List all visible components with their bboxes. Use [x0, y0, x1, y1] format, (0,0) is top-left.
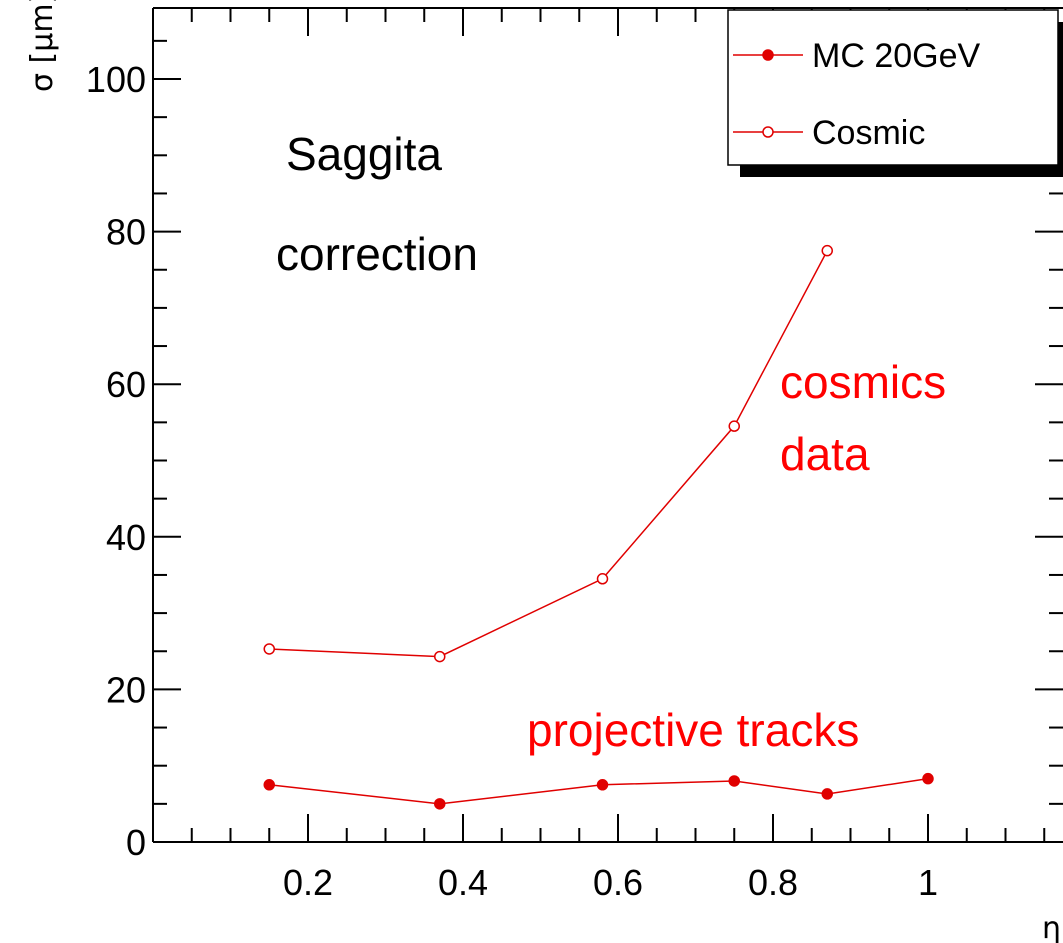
- mc-point: [434, 798, 446, 810]
- y-axis-label: σ [μm]: [25, 0, 60, 92]
- annotation-cosmics: cosmics: [780, 356, 946, 408]
- x-tick-label: 0.8: [748, 862, 798, 903]
- mc-point: [263, 779, 275, 791]
- x-axis-label: η: [1042, 911, 1061, 943]
- y-tick-label: 60: [106, 364, 146, 405]
- cosmic-point: [596, 573, 609, 585]
- legend-label-cosmic: Cosmic: [812, 114, 925, 152]
- series-line-0: [269, 777, 929, 805]
- mc-point: [922, 772, 934, 785]
- annotation-projective-tracks: projective tracks: [527, 704, 859, 756]
- x-tick-label: 0.4: [438, 862, 488, 903]
- y-tick-label: 40: [106, 517, 146, 558]
- y-tick-label: 80: [106, 212, 146, 253]
- cosmic-point: [821, 244, 833, 257]
- legend: MC 20GeV Cosmic: [727, 9, 1063, 177]
- annotation-data: data: [780, 428, 870, 480]
- mc-point: [596, 779, 609, 791]
- y-tick-label: 20: [106, 669, 146, 710]
- y-tick-label: 100: [86, 59, 146, 100]
- x-tick-label: 1: [918, 862, 938, 903]
- mc-point: [728, 775, 740, 787]
- series: [263, 244, 934, 810]
- legend-label-mc: MC 20GeV: [812, 37, 980, 75]
- x-tick-label: 0.2: [283, 862, 333, 903]
- cosmic-point: [728, 420, 740, 432]
- cosmic-point: [434, 650, 446, 663]
- mc-point: [821, 788, 833, 800]
- legend-box: [727, 9, 1059, 166]
- cosmic-point: [263, 643, 275, 655]
- legend-marker-mc: [762, 49, 774, 61]
- annotation-saggita: Saggita: [286, 128, 442, 180]
- annotation-correction: correction: [276, 228, 478, 280]
- y-tick-label: 0: [126, 822, 146, 863]
- ticks: 0.2 0.4 0.6 0.8 1 0 20 40 60 80 100: [86, 8, 1063, 903]
- axes: [152, 7, 1063, 843]
- legend-marker-cosmic: [762, 126, 774, 138]
- x-tick-label: 0.6: [593, 862, 643, 903]
